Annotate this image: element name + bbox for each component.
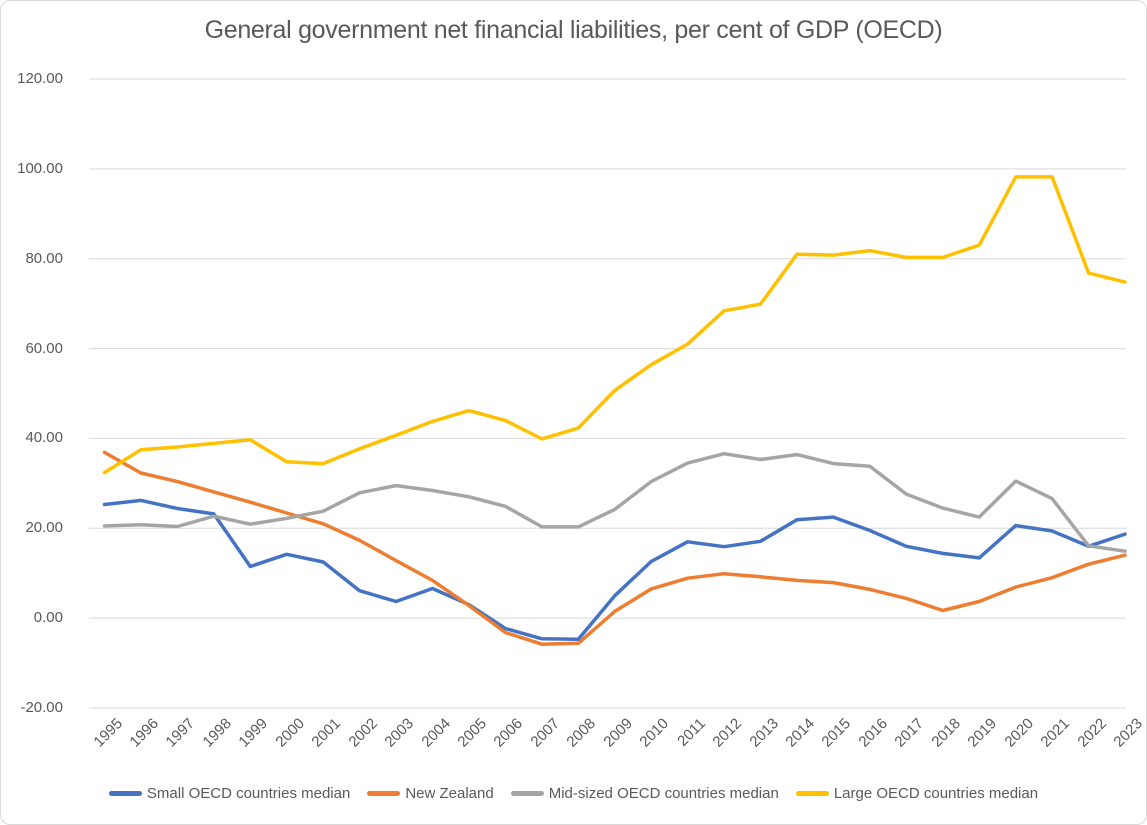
legend-swatch-icon — [795, 791, 829, 796]
legend-swatch-icon — [510, 791, 544, 796]
series-line-1 — [102, 450, 1127, 646]
series-line-0 — [102, 498, 1127, 642]
legend-item-3: Large OECD countries median — [795, 785, 1039, 802]
legend-item-2: Mid-sized OECD countries median — [510, 785, 779, 802]
legend-label: New Zealand — [405, 785, 494, 802]
y-tick-label: -20.00 — [20, 699, 63, 716]
legend: Small OECD countries median New Zealand Mi… — [1, 785, 1146, 802]
legend-label: Mid-sized OECD countries median — [548, 785, 779, 802]
y-tick-label: 40.00 — [25, 429, 63, 447]
chart-title: General government net financial liabili… — [204, 16, 943, 44]
legend-label: Small OECD countries median — [146, 785, 351, 802]
y-tick-label: 60.00 — [25, 339, 63, 357]
y-tick-label: 120.00 — [17, 70, 63, 87]
legend-swatch-icon — [367, 791, 401, 796]
series-line-3 — [102, 175, 1127, 475]
legend-label: Large OECD countries median — [833, 785, 1039, 802]
legend-item-1: New Zealand — [367, 785, 494, 802]
y-tick-label: 0.00 — [33, 609, 63, 627]
legend-item-0: Small OECD countries median — [108, 785, 351, 802]
y-tick-label: 100.00 — [17, 159, 63, 177]
y-tick-label: 80.00 — [25, 249, 63, 267]
legend-swatch-icon — [108, 791, 142, 796]
series-line-2 — [102, 451, 1127, 553]
y-tick-label: 20.00 — [25, 519, 63, 537]
